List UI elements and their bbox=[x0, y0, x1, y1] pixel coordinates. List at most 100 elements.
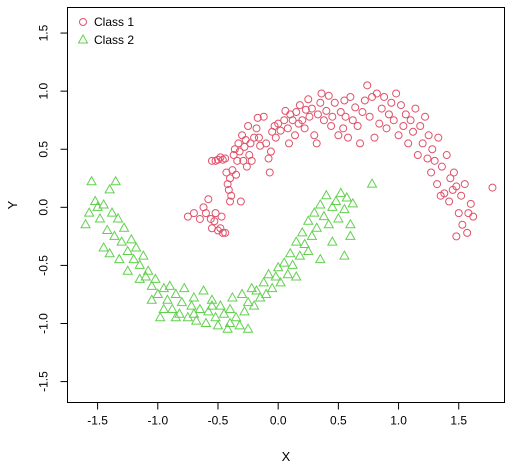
data-point-circle bbox=[264, 154, 273, 163]
data-point-circle bbox=[356, 139, 365, 148]
data-point-triangle bbox=[345, 230, 356, 240]
data-point-circle bbox=[440, 189, 449, 198]
x-axis-label: X bbox=[282, 449, 291, 464]
data-point-circle bbox=[276, 126, 285, 135]
data-point-circle bbox=[460, 180, 469, 189]
data-point-triangle bbox=[152, 288, 164, 298]
data-point-triangle bbox=[347, 197, 359, 208]
data-point-triangle bbox=[146, 294, 158, 304]
data-point-triangle bbox=[104, 247, 115, 258]
data-point-triangle bbox=[80, 218, 91, 229]
data-point-triangle bbox=[122, 265, 134, 275]
data-point-circle bbox=[327, 122, 336, 130]
data-point-circle bbox=[346, 92, 355, 101]
data-point-circle bbox=[457, 191, 466, 200]
data-point-triangle bbox=[323, 218, 335, 229]
data-point-circle bbox=[324, 91, 333, 100]
data-point-triangle bbox=[263, 268, 274, 279]
y-tick-label: 0.5 bbox=[37, 141, 51, 158]
data-point-circle bbox=[445, 197, 454, 206]
data-point-triangle bbox=[154, 311, 166, 322]
data-point-triangle bbox=[116, 236, 128, 246]
data-point-circle bbox=[230, 145, 239, 154]
data-point-circle bbox=[211, 209, 220, 218]
data-point-circle bbox=[396, 101, 405, 110]
data-point-triangle bbox=[170, 288, 182, 298]
data-point-triangle bbox=[339, 250, 350, 260]
data-point-triangle bbox=[326, 236, 338, 246]
data-point-circle bbox=[427, 168, 436, 177]
data-point-triangle bbox=[134, 273, 146, 283]
data-point-circle bbox=[288, 116, 297, 125]
data-point-triangle bbox=[236, 288, 248, 298]
data-point-circle bbox=[195, 214, 204, 223]
data-point-circle bbox=[183, 212, 192, 221]
data-point-triangle bbox=[106, 207, 118, 217]
data-point-triangle bbox=[251, 284, 262, 295]
data-point-circle bbox=[336, 108, 345, 117]
data-point-circle bbox=[239, 156, 248, 165]
data-point-triangle bbox=[170, 311, 182, 322]
data-point-circle bbox=[291, 131, 300, 140]
data-point-circle bbox=[285, 139, 294, 148]
data-point-triangle bbox=[299, 238, 311, 248]
data-point-triangle bbox=[318, 210, 330, 221]
data-point-triangle bbox=[158, 282, 170, 293]
data-point-circle bbox=[292, 108, 301, 117]
data-point-circle bbox=[304, 95, 313, 104]
data-point-triangle bbox=[308, 207, 320, 217]
data-point-triangle bbox=[224, 317, 236, 327]
data-point-circle bbox=[430, 156, 439, 165]
data-point-circle bbox=[458, 220, 467, 229]
data-point-triangle bbox=[109, 230, 120, 240]
data-point-triangle bbox=[215, 300, 226, 310]
data-point-circle bbox=[226, 197, 235, 206]
data-point-circle bbox=[227, 191, 236, 200]
data-point-circle bbox=[413, 151, 422, 160]
data-point-triangle bbox=[158, 303, 170, 314]
data-point-circle bbox=[234, 139, 243, 148]
data-point-circle bbox=[216, 153, 225, 162]
data-point-circle bbox=[418, 139, 427, 148]
data-point-circle bbox=[262, 139, 271, 148]
data-point-circle bbox=[228, 166, 237, 175]
data-point-circle bbox=[387, 98, 396, 107]
data-point-triangle bbox=[134, 259, 146, 269]
data-point-triangle bbox=[230, 311, 242, 322]
data-point-circle bbox=[235, 147, 244, 156]
data-point-circle bbox=[305, 112, 314, 121]
series-1 bbox=[183, 81, 497, 241]
data-point-circle bbox=[406, 116, 415, 125]
data-point-circle bbox=[253, 113, 262, 122]
data-point-triangle bbox=[86, 175, 97, 186]
data-point-triangle bbox=[140, 271, 152, 281]
data-point-triangle bbox=[110, 175, 122, 186]
data-point-triangle bbox=[242, 296, 254, 307]
data-point-circle bbox=[421, 112, 430, 121]
data-point-triangle bbox=[314, 198, 326, 209]
legend-marker-class-2 bbox=[77, 33, 89, 44]
data-point-triangle bbox=[98, 241, 109, 252]
data-point-triangle bbox=[248, 300, 260, 310]
data-point-circle bbox=[365, 112, 374, 121]
x-tick-label: 0.0 bbox=[270, 414, 287, 428]
series-2 bbox=[80, 175, 378, 333]
data-point-circle bbox=[360, 96, 369, 105]
data-point-circle bbox=[375, 119, 384, 128]
data-point-triangle bbox=[227, 291, 238, 302]
data-point-circle bbox=[283, 124, 292, 133]
data-point-circle bbox=[280, 116, 289, 125]
data-point-triangle bbox=[294, 250, 306, 260]
data-point-triangle bbox=[270, 271, 282, 281]
data-point-triangle bbox=[186, 300, 197, 310]
data-point-triangle bbox=[290, 271, 302, 281]
data-point-triangle bbox=[83, 207, 95, 217]
data-point-triangle bbox=[198, 284, 209, 295]
data-point-circle bbox=[442, 151, 451, 160]
data-point-circle bbox=[307, 104, 316, 113]
data-point-circle bbox=[274, 119, 283, 128]
data-point-circle bbox=[433, 180, 442, 189]
data-point-circle bbox=[334, 131, 343, 140]
data-point-circle bbox=[313, 110, 322, 119]
data-point-circle bbox=[247, 156, 256, 165]
